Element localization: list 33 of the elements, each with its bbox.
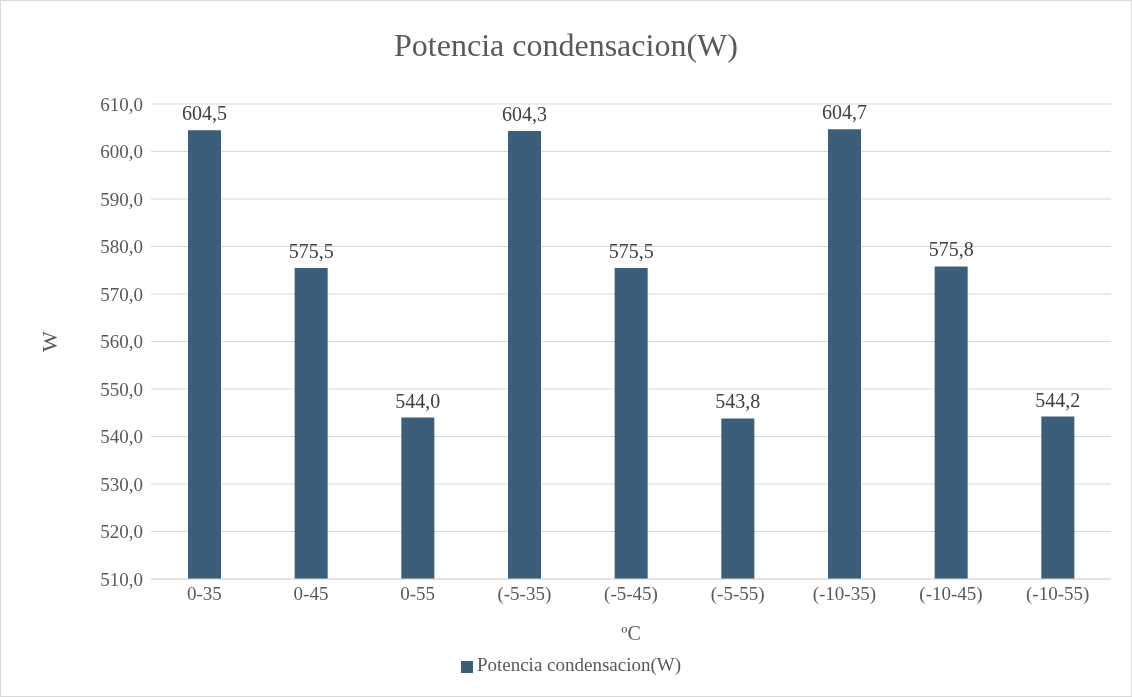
data-label: 575,8 bbox=[928, 238, 974, 261]
y-tick-label: 520,0 bbox=[100, 521, 143, 543]
data-label: 544,0 bbox=[395, 389, 441, 412]
x-tick-label: (-5-45) bbox=[604, 583, 658, 606]
data-label: 604,3 bbox=[502, 103, 547, 126]
data-label: 544,2 bbox=[1035, 388, 1081, 411]
x-axis-title: ºC bbox=[621, 622, 641, 644]
data-label: 543,8 bbox=[715, 390, 761, 413]
data-label: 575,5 bbox=[288, 239, 334, 262]
x-tick-label: 0-35 bbox=[186, 583, 222, 605]
y-tick-label: 550,0 bbox=[100, 378, 143, 400]
y-tick-label: 560,0 bbox=[100, 331, 143, 353]
x-tick-label: 0-45 bbox=[293, 583, 329, 605]
data-label: 575,5 bbox=[608, 239, 654, 262]
x-tick-label: (-10-55) bbox=[1026, 583, 1090, 606]
data-label: 604,7 bbox=[822, 101, 867, 124]
y-tick-label: 600,0 bbox=[100, 141, 143, 163]
x-tick-label: (-5-55) bbox=[710, 583, 765, 606]
y-tick-label: 580,0 bbox=[100, 236, 143, 258]
y-tick-label: 610,0 bbox=[100, 93, 143, 115]
y-axis-title: W bbox=[36, 330, 62, 352]
chart-title: Potencia condensacion(W) bbox=[393, 27, 739, 64]
x-tick-label: (-10-45) bbox=[919, 583, 983, 606]
y-tick-label: 570,0 bbox=[100, 283, 143, 305]
data-label: 604,5 bbox=[182, 102, 227, 125]
legend-label: Potencia condensacion(W) bbox=[476, 654, 682, 675]
y-tick-label: 540,0 bbox=[100, 426, 143, 448]
x-tick-label: 0-55 bbox=[400, 583, 436, 605]
x-tick-label: (-10-35) bbox=[812, 583, 876, 606]
y-tick-label: 590,0 bbox=[100, 188, 143, 210]
y-tick-label: 530,0 bbox=[100, 473, 143, 495]
y-tick-label: 510,0 bbox=[100, 568, 143, 590]
x-tick-label: (-5-35) bbox=[497, 583, 552, 606]
